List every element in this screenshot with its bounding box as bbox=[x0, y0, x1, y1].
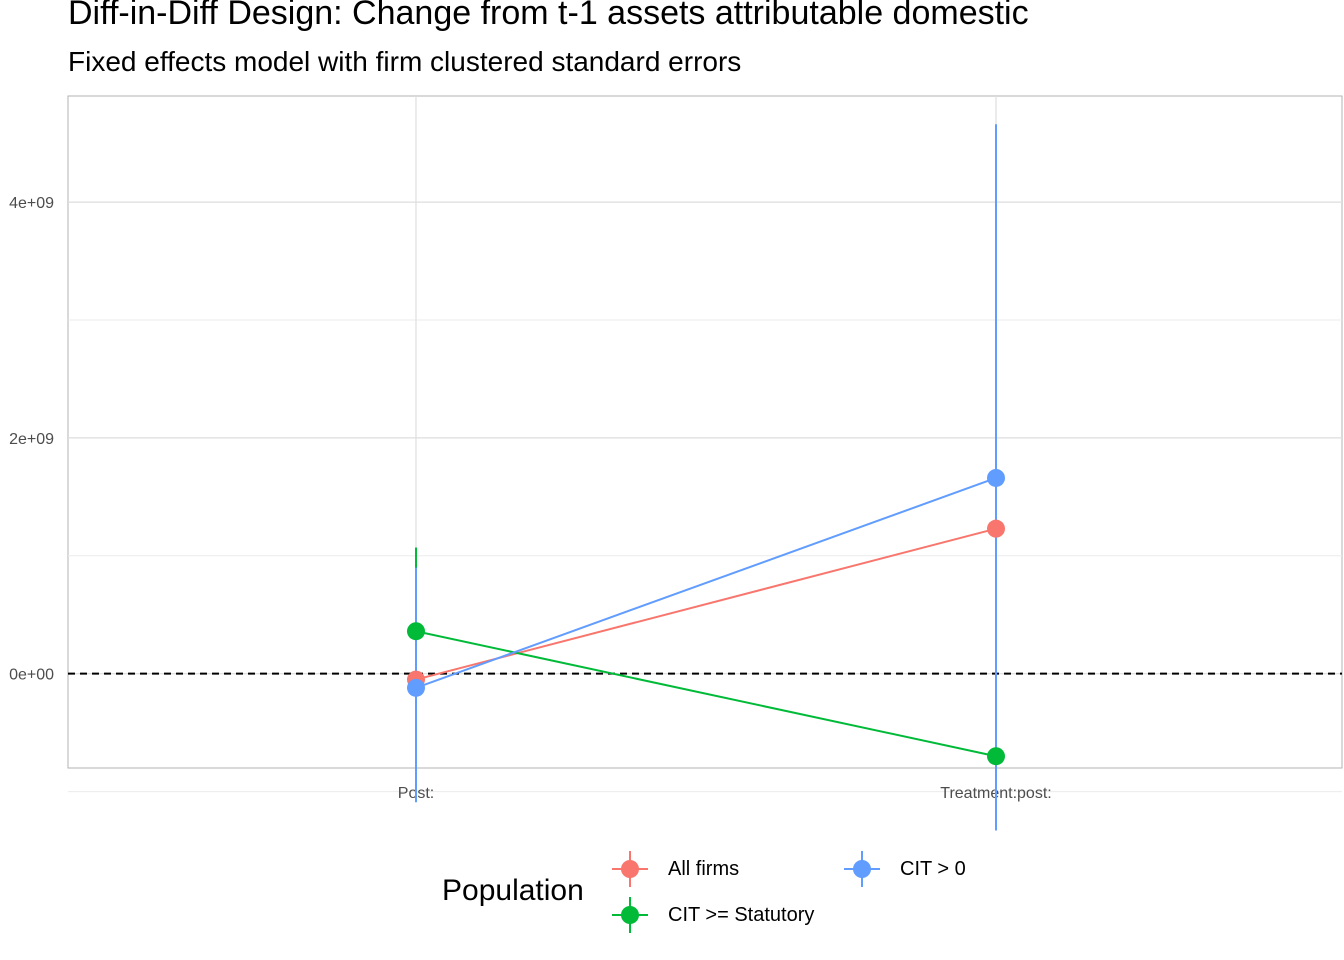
y-tick-label: 4e+09 bbox=[9, 195, 54, 212]
series-line-all-firms bbox=[415, 527, 997, 681]
panel-border bbox=[67, 95, 1343, 769]
legend-key-glyph bbox=[612, 851, 648, 887]
y-tick-label: 0e+00 bbox=[9, 667, 54, 684]
chart-title: Diff-in-Diff Design: Change from t-1 ass… bbox=[68, 0, 1029, 32]
legend-label: CIT > 0 bbox=[900, 857, 966, 880]
legend-key-point bbox=[621, 860, 639, 878]
legend-title: Population bbox=[442, 874, 584, 907]
legend-key-cit-positive bbox=[844, 849, 880, 889]
legend-key-glyph bbox=[612, 897, 648, 933]
data-point-cit-statutory bbox=[987, 747, 1005, 766]
chart-subtitle: Fixed effects model with firm clustered … bbox=[68, 46, 742, 77]
legend-item-all-firms: All firms bbox=[612, 849, 739, 889]
series-line-cit-statutory bbox=[415, 630, 997, 758]
legend-label: All firms bbox=[668, 857, 740, 880]
legend-item-cit-statutory: CIT >= Statutory bbox=[612, 895, 814, 935]
legend-key-point bbox=[621, 906, 639, 924]
y-tick-label: 2e+09 bbox=[9, 431, 54, 448]
legend-key-glyph bbox=[844, 851, 880, 887]
data-point-all-firms bbox=[987, 519, 1005, 538]
legend-item-cit-positive: CIT > 0 bbox=[844, 849, 966, 889]
data-point-cit-0 bbox=[407, 678, 425, 697]
legend-label: CIT >= Statutory bbox=[668, 903, 815, 926]
data-point-cit-0 bbox=[987, 468, 1005, 487]
legend-key-cit-statutory bbox=[612, 895, 648, 935]
series-line-cit-0 bbox=[415, 477, 997, 689]
legend-key-all-firms bbox=[612, 849, 648, 889]
data-point-cit-statutory bbox=[407, 622, 425, 641]
legend-key-point bbox=[853, 860, 871, 878]
